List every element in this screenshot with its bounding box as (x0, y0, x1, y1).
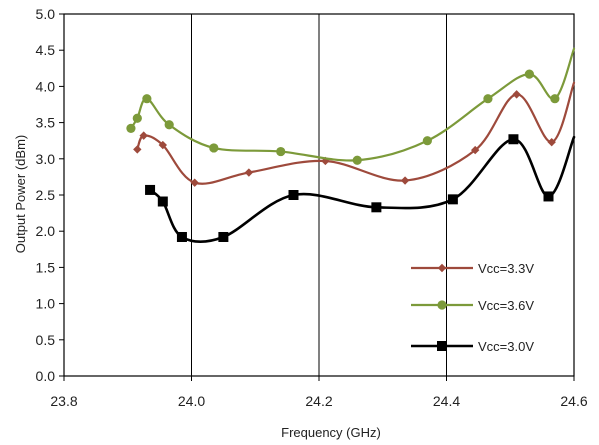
point-1-0 (126, 123, 136, 133)
legend-swatch-marker-2 (437, 341, 447, 351)
point-2-0 (145, 184, 156, 195)
point-2-6 (447, 194, 458, 205)
tick-labels: 0.0 0.5 1.0 1.5 2.0 2.5 3.0 3.5 4.0 4.5 5.0 23.8 24.… (36, 6, 588, 409)
legend-swatch-marker-0 (437, 263, 447, 273)
point-1-1 (132, 113, 142, 123)
point-0-0 (133, 145, 142, 154)
point-0-6 (400, 176, 410, 185)
legend-item-2: Vcc=3.0V (411, 339, 534, 354)
point-1-9 (524, 69, 534, 79)
point-2-4 (288, 190, 299, 200)
point-1-3 (164, 120, 174, 130)
legend-swatch-marker-1 (437, 300, 447, 310)
point-0-2 (158, 140, 168, 150)
y-tick-label-3: 1.5 (36, 259, 56, 275)
series-layer (126, 47, 576, 244)
legend-item-1: Vcc=3.6V (411, 298, 534, 313)
x-axis-title: Frequency (GHz) (281, 425, 381, 440)
legend-label-0: Vcc=3.3V (478, 261, 534, 276)
axes (59, 13, 575, 381)
y-tick-label-1: 0.5 (36, 332, 56, 348)
series-line-0 (136, 81, 576, 185)
y-tick-label-4: 2.0 (36, 223, 56, 239)
x-tick-label-0: 23.8 (50, 393, 77, 409)
point-0-7 (470, 145, 480, 155)
point-2-1 (157, 196, 168, 207)
point-2-5 (371, 202, 382, 213)
point-1-6 (352, 155, 362, 165)
point-0-1 (139, 131, 148, 140)
point-0-9 (547, 137, 556, 147)
y-axis-title: Output Power (dBm) (13, 135, 28, 254)
y-tick-label-9: 4.5 (36, 42, 56, 58)
point-0-3 (190, 178, 199, 187)
point-1-7 (422, 136, 432, 146)
point-0-4 (244, 168, 254, 177)
point-2-7 (508, 134, 519, 145)
point-1-8 (483, 94, 493, 104)
point-1-4 (209, 143, 219, 153)
point-2-3 (218, 231, 229, 242)
point-1-5 (276, 146, 286, 157)
series-1 (126, 47, 576, 165)
legend: Vcc=3.3V Vcc=3.6V Vcc=3.0V (411, 261, 534, 354)
point-0-8 (512, 90, 521, 99)
x-tick-label-1: 24.0 (178, 393, 205, 409)
legend-label-2: Vcc=3.0V (478, 339, 534, 354)
legend-label-1: Vcc=3.6V (478, 298, 534, 313)
y-tick-label-0: 0.0 (36, 368, 56, 384)
x-tick-label-3: 24.4 (433, 393, 460, 409)
point-2-8 (543, 191, 554, 202)
y-tick-label-6: 3.0 (36, 151, 56, 167)
point-1-2 (142, 94, 152, 104)
y-tick-label-7: 3.5 (36, 115, 56, 131)
y-tick-label-2: 1.0 (36, 296, 56, 312)
x-tick-label-4: 24.6 (560, 393, 587, 409)
y-tick-label-5: 2.5 (36, 187, 56, 203)
point-2-2 (176, 231, 187, 242)
series-line-2 (148, 135, 576, 244)
point-1-10 (550, 94, 560, 104)
y-tick-label-8: 4.0 (36, 78, 56, 94)
legend-item-0: Vcc=3.3V (411, 261, 534, 276)
series-2 (145, 134, 576, 244)
y-tick-label-10: 5.0 (36, 6, 56, 22)
series-0 (133, 81, 576, 187)
x-tick-label-2: 24.2 (305, 393, 332, 409)
